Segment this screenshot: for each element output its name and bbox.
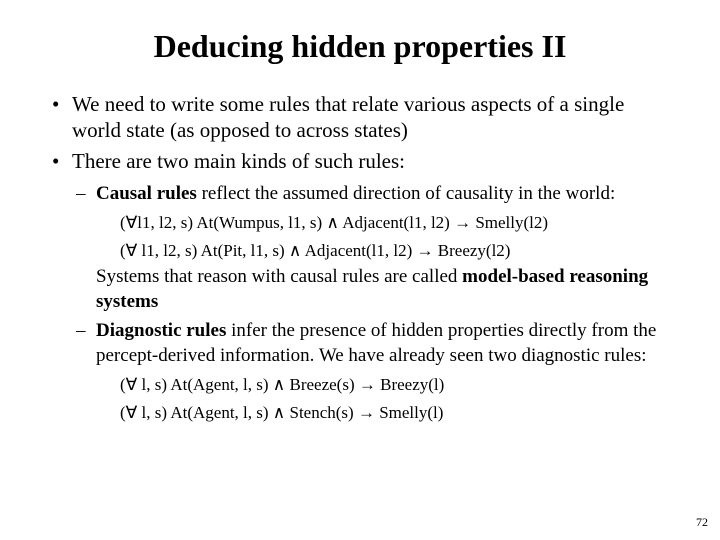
formula-2: (∀ l1, l2, s) At(Pit, l1, s) ∧ Adjacent(… [48, 238, 672, 264]
model-based-text: Systems that reason with causal rules ar… [48, 265, 672, 314]
bullet-2: There are two main kinds of such rules: [48, 148, 672, 174]
sub-bullet-list-2: Diagnostic rules infer the presence of h… [48, 319, 672, 368]
formula-4: (∀ l, s) At(Agent, l, s) ∧ Stench(s) → S… [48, 400, 672, 426]
causal-label: Causal rules [96, 183, 197, 204]
bullet-1: We need to write some rules that relate … [48, 91, 672, 144]
sub-causal: Causal rules reflect the assumed directi… [48, 182, 672, 207]
main-bullet-list: We need to write some rules that relate … [48, 91, 672, 174]
diagnostic-label: Diagnostic rules [96, 320, 226, 341]
page-number: 72 [696, 515, 708, 530]
formula-3: (∀ l, s) At(Agent, l, s) ∧ Breeze(s) → B… [48, 372, 672, 398]
formula-1: (∀l1, l2, s) At(Wumpus, l1, s) ∧ Adjacen… [48, 210, 672, 236]
sub-diagnostic: Diagnostic rules infer the presence of h… [48, 319, 672, 368]
followup-pre: Systems that reason with causal rules ar… [96, 266, 462, 287]
causal-text: reflect the assumed direction of causali… [197, 183, 615, 204]
sub-bullet-list: Causal rules reflect the assumed directi… [48, 182, 672, 207]
slide-title: Deducing hidden properties II [48, 28, 672, 65]
